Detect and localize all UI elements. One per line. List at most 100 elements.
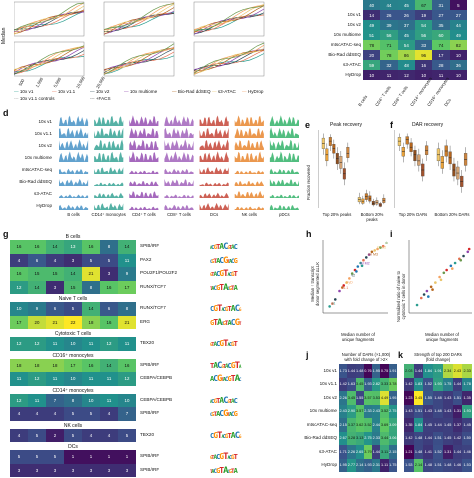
track-peak (59, 127, 89, 138)
track-row-label: mtscATAC-seq (21, 167, 52, 172)
series-line (103, 7, 175, 35)
track-col-label: DCs (210, 212, 219, 217)
heatmap-col-label: CD8⁺ T cells (391, 84, 410, 108)
j-heatmap-cell: 2.65 (355, 445, 364, 459)
series-line (193, 12, 265, 35)
track-peak (269, 179, 299, 186)
scatter-point (328, 305, 331, 308)
g-heatmap-cell: 3 (100, 267, 118, 281)
heatmap-cell: 40 (363, 0, 381, 10)
track-peak (59, 204, 89, 210)
heatmap-cell: 82 (449, 40, 467, 50)
scatter-point (367, 253, 371, 256)
j-heatmap-cell: 3.33 (380, 377, 389, 391)
legend-item: — 10x v1.1 (52, 89, 76, 94)
motif-letter: T (223, 452, 229, 462)
series-line (14, 5, 85, 35)
motif-letter: A (219, 242, 224, 251)
track-peak (59, 151, 89, 162)
series-line (14, 45, 85, 74)
motif-logo: TACGTACGTA (210, 282, 280, 294)
box (405, 136, 409, 145)
j-heatmap-cell: 3.79 (363, 445, 373, 459)
motif-letter: G (230, 360, 236, 370)
series-line (193, 8, 265, 35)
g-heatmap-cell: 1 (64, 450, 82, 464)
track-peak (164, 168, 194, 174)
g-heatmap-cell: 16 (10, 240, 28, 254)
g-tf-label: SPIB/IRF (140, 410, 160, 415)
heatmap-col-label: DCs (443, 97, 453, 108)
g-heatmap-cell: 4 (10, 253, 28, 267)
j-heatmap-cell: 1.55 (355, 391, 364, 405)
k-heatmap-cell: 2.03 (404, 364, 414, 378)
j-heatmap-cell: 3.45 (347, 391, 356, 405)
motif-letter: C (222, 307, 226, 313)
g-heatmap-cell: 9 (28, 302, 46, 316)
j-heatmap-cell: 2.43 (339, 404, 348, 418)
g-heatmap-cell: 18 (28, 358, 46, 372)
g-tf-label: CEBPA/CEBPB (140, 396, 173, 402)
f-xcat-0: Top 20% DARs (398, 212, 428, 217)
motif-letter: C (228, 455, 232, 461)
g-heatmap-cell: 3 (10, 463, 28, 477)
track-peak (269, 204, 299, 210)
scatter-point (439, 278, 443, 282)
k-heatmap-cell: 1.44 (413, 364, 424, 378)
k-heatmap-cell: 1.41 (423, 445, 434, 459)
k-heatmap-cell: 1.93 (462, 404, 472, 418)
track-peak (234, 170, 264, 174)
j-heatmap-cell: 1.95 (339, 458, 348, 472)
heatmap-cell: 31 (432, 0, 450, 10)
panel-label-g: g (3, 229, 9, 239)
j-heatmap-cell: 3.53 (372, 391, 381, 405)
panel-e: Peak recovery Fraction recovered Top 20%… (306, 120, 390, 230)
scatter-point (425, 289, 429, 293)
g-tf-label: TBX20 (140, 431, 155, 437)
g-heatmap-cell: 3 (46, 280, 64, 294)
scatter-point (364, 256, 368, 259)
scatter-point (415, 303, 419, 307)
motif-letter: C (213, 284, 217, 292)
panel-label-k: k (398, 350, 404, 360)
track-peak (164, 151, 194, 162)
mini-line-panel (103, 1, 175, 37)
scatter-point (459, 258, 463, 262)
heatmap-cell: 10 (449, 50, 467, 60)
series-line (193, 49, 265, 74)
motif-letter: T (211, 272, 214, 278)
e-xcat-0: Top 20% peaks (322, 212, 352, 217)
k-heatmap-cell: 2.14 (413, 458, 424, 472)
series-line (103, 10, 175, 35)
track-peak (129, 206, 159, 210)
heatmap-cell: 59 (363, 60, 381, 70)
track-peak (234, 181, 264, 186)
g-heatmap-cell: 8 (100, 240, 118, 254)
g-heatmap-cell: 10 (10, 302, 28, 316)
heatmap-cell: 37 (397, 20, 415, 30)
heatmap-row-label: 10x v1 (347, 12, 361, 17)
mini-line-panel (193, 41, 265, 77)
g-tf-label: SPIB/IRF (140, 453, 160, 458)
k-heatmap-cell: 1.78 (462, 377, 472, 391)
motif-logo: ACGTACGTAC (210, 395, 280, 407)
k-heatmap-cell: 1.53 (404, 458, 414, 472)
g-heatmap-cell: 4 (100, 407, 118, 421)
scatter-point (359, 261, 362, 265)
heatmap-cell: 11 (432, 70, 450, 80)
heatmap-cell: 44 (449, 20, 467, 30)
motif-letter: G (219, 339, 224, 348)
scatter-point (419, 296, 423, 300)
scatter-point (370, 250, 374, 254)
g-heatmap-cell: 11 (100, 372, 118, 386)
motif-letter: G (213, 244, 217, 251)
k-heatmap-cell: 2.34 (442, 364, 453, 378)
g-tf-label: RUNX/TCF7 (140, 283, 166, 289)
motif-letter: T (217, 304, 223, 314)
motif-letter: A (227, 318, 232, 327)
series-line (103, 55, 175, 75)
g-heatmap-cell: 21 (82, 267, 100, 281)
g-heatmap-cell: 11 (82, 337, 100, 351)
motif-letter: T (224, 319, 229, 327)
j-heatmap-cell: 2.75 (388, 404, 397, 418)
